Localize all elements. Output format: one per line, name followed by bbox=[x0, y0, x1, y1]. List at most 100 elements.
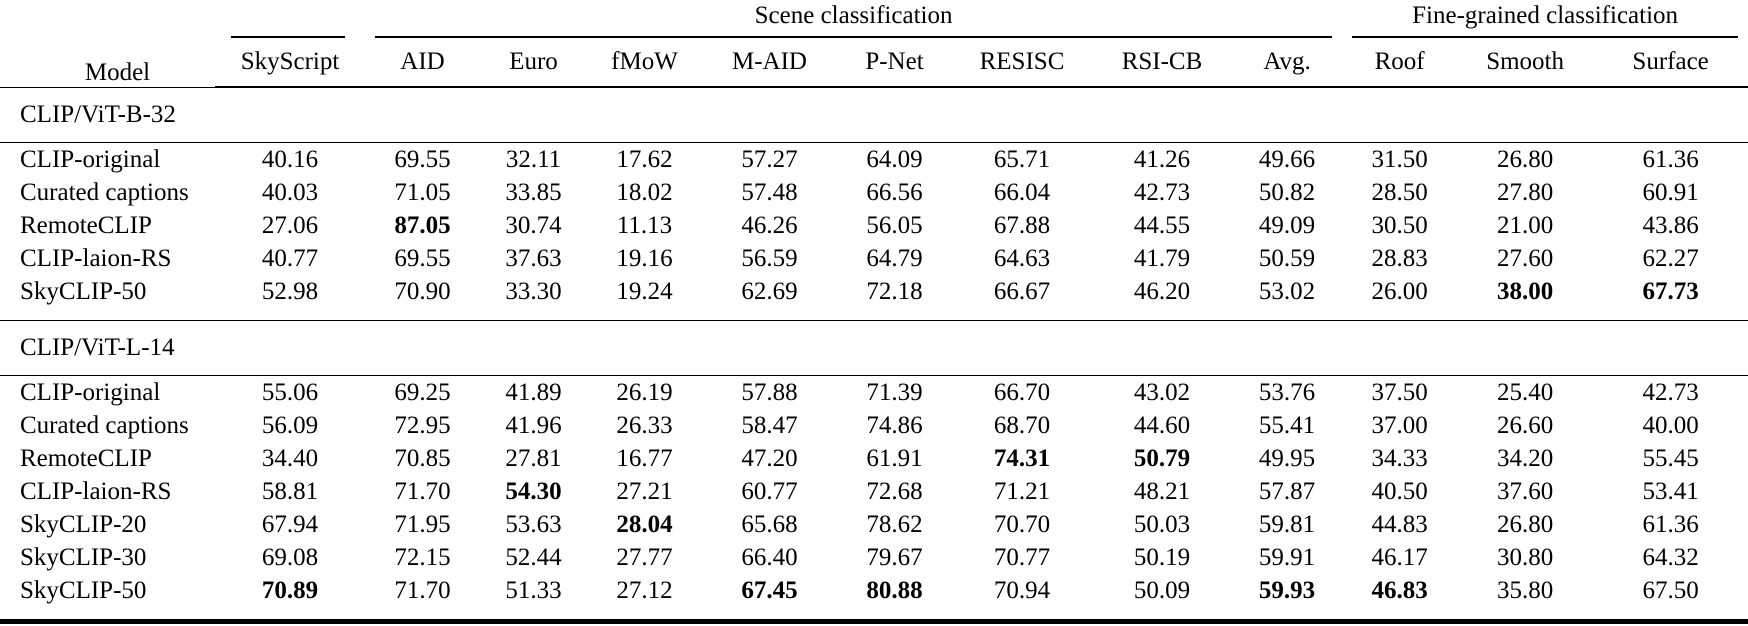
value-cell-avg: 53.02 bbox=[1258, 277, 1316, 305]
value-cell-p-net: 64.09 bbox=[866, 145, 923, 173]
value-cell-m-aid: 62.69 bbox=[741, 277, 798, 305]
value-cell-fmow: 19.16 bbox=[616, 244, 673, 272]
value-cell-p-net: 66.56 bbox=[866, 178, 923, 206]
value-cell-euro: 33.30 bbox=[505, 277, 562, 305]
value-cell-p-net: 79.67 bbox=[866, 543, 923, 571]
column-header-row: SkyScript AID Euro fMoW M-AID P-Net RESISC RSI-… bbox=[0, 38, 1748, 88]
value-cell-p-net: 80.88 bbox=[866, 576, 923, 604]
value-cell-p-net: 71.39 bbox=[866, 378, 923, 406]
table-row-curated-captions: Curated captions 40.03 71.05 33.85 18.02 57.4… bbox=[0, 176, 1748, 209]
value-cell-surface: 67.73 bbox=[1642, 277, 1699, 305]
table-row-skyclip-30: SkyCLIP-30 69.08 72.15 52.44 27.77 66.40 79.67… bbox=[0, 541, 1748, 574]
value-cell-skyscript: 34.40 bbox=[261, 444, 319, 472]
table-row-curated-captions: Curated captions 56.09 72.95 41.96 26.33 58.4… bbox=[0, 409, 1748, 442]
value-cell-avg: 57.87 bbox=[1258, 477, 1316, 505]
value-cell-surface: 42.73 bbox=[1642, 378, 1699, 406]
value-cell-skyscript: 55.06 bbox=[261, 378, 319, 406]
value-cell-roof: 34.33 bbox=[1371, 444, 1428, 472]
value-cell-euro: 53.63 bbox=[505, 510, 562, 538]
value-cell-fmow: 18.02 bbox=[616, 178, 673, 206]
model-name-cell: SkyCLIP-50 bbox=[20, 277, 147, 305]
table-row-clip-laion-rs: CLIP-laion-RS 58.81 71.70 54.30 27.21 60.77 72… bbox=[0, 475, 1748, 508]
value-cell-smooth: 21.00 bbox=[1496, 211, 1554, 239]
value-cell-m-aid: 65.68 bbox=[741, 510, 798, 538]
column-header-p-net: P-Net bbox=[837, 38, 952, 88]
value-cell-roof: 46.83 bbox=[1371, 576, 1428, 604]
value-cell-p-net: 56.05 bbox=[866, 211, 923, 239]
value-cell-surface: 61.36 bbox=[1642, 145, 1699, 173]
value-cell-skyscript: 67.94 bbox=[261, 510, 319, 538]
model-name-cell: RemoteCLIP bbox=[20, 444, 152, 472]
value-cell-euro: 54.30 bbox=[505, 477, 562, 505]
value-cell-rsi-cb: 44.60 bbox=[1133, 411, 1191, 439]
table-row-skyclip-20: SkyCLIP-20 67.94 71.95 53.63 28.04 65.68 78.62… bbox=[0, 508, 1748, 541]
table-row-clip-original: CLIP-original 55.06 69.25 41.89 26.19 57.88 71… bbox=[0, 376, 1748, 410]
value-cell-fmow: 19.24 bbox=[616, 277, 673, 305]
value-cell-smooth: 30.80 bbox=[1496, 543, 1554, 571]
column-header-resisc: RESISC bbox=[952, 38, 1092, 88]
fine-grained-classification-group-header: Fine-grained classification bbox=[1342, 0, 1748, 38]
value-cell-skyscript: 52.98 bbox=[261, 277, 319, 305]
table-row-clip-original: CLIP-original 40.16 69.55 32.11 17.62 57.27 64… bbox=[0, 143, 1748, 177]
value-cell-surface: 62.27 bbox=[1642, 244, 1699, 272]
value-cell-fmow: 27.21 bbox=[616, 477, 673, 505]
value-cell-fmow: 26.33 bbox=[616, 411, 673, 439]
value-cell-euro: 27.81 bbox=[505, 444, 562, 472]
table-row-remoteclip: RemoteCLIP 27.06 87.05 30.74 11.13 46.26 56.05… bbox=[0, 209, 1748, 242]
table-row-skyclip-50: SkyCLIP-50 52.98 70.90 33.30 19.24 62.69 72.18… bbox=[0, 275, 1748, 321]
value-cell-rsi-cb: 42.73 bbox=[1133, 178, 1191, 206]
value-cell-roof: 37.50 bbox=[1371, 378, 1428, 406]
value-cell-m-aid: 56.59 bbox=[741, 244, 798, 272]
value-cell-aid: 69.55 bbox=[394, 244, 451, 272]
value-cell-smooth: 27.80 bbox=[1496, 178, 1554, 206]
value-cell-m-aid: 47.20 bbox=[741, 444, 798, 472]
value-cell-fmow: 11.13 bbox=[616, 211, 673, 239]
value-cell-aid: 69.55 bbox=[394, 145, 451, 173]
value-cell-surface: 67.50 bbox=[1642, 576, 1699, 604]
value-cell-smooth: 38.00 bbox=[1496, 277, 1554, 305]
scene-classification-group-label: Scene classification bbox=[754, 2, 953, 29]
value-cell-skyscript: 40.03 bbox=[261, 178, 319, 206]
value-cell-resisc: 70.70 bbox=[993, 510, 1051, 538]
value-cell-fmow: 27.12 bbox=[616, 576, 673, 604]
model-name-cell: SkyCLIP-50 bbox=[20, 576, 147, 604]
model-name-cell: RemoteCLIP bbox=[20, 211, 152, 239]
value-cell-rsi-cb: 46.20 bbox=[1133, 277, 1191, 305]
column-header-surface: Surface bbox=[1593, 38, 1748, 88]
value-cell-p-net: 72.68 bbox=[866, 477, 923, 505]
scene-classification-group-header: Scene classification bbox=[365, 0, 1342, 38]
value-cell-surface: 61.36 bbox=[1642, 510, 1699, 538]
value-cell-skyscript: 40.16 bbox=[261, 145, 319, 173]
value-cell-skyscript: 56.09 bbox=[261, 411, 319, 439]
value-cell-resisc: 67.88 bbox=[993, 211, 1051, 239]
value-cell-resisc: 70.94 bbox=[993, 576, 1051, 604]
model-name-cell: CLIP-laion-RS bbox=[20, 477, 172, 505]
table-row-skyclip-50: SkyCLIP-50 70.89 71.70 51.33 27.12 67.45 80.88… bbox=[0, 574, 1748, 622]
value-cell-fmow: 17.62 bbox=[616, 145, 673, 173]
column-header-rsi-cb: RSI-CB bbox=[1092, 38, 1232, 88]
value-cell-surface: 40.00 bbox=[1642, 411, 1699, 439]
value-cell-resisc: 65.71 bbox=[993, 145, 1051, 173]
value-cell-euro: 37.63 bbox=[505, 244, 562, 272]
value-cell-aid: 72.15 bbox=[394, 543, 451, 571]
value-cell-smooth: 25.40 bbox=[1496, 378, 1554, 406]
value-cell-rsi-cb: 50.79 bbox=[1133, 444, 1191, 472]
value-cell-p-net: 78.62 bbox=[866, 510, 923, 538]
value-cell-m-aid: 58.47 bbox=[741, 411, 798, 439]
value-cell-avg: 59.81 bbox=[1258, 510, 1316, 538]
value-cell-m-aid: 66.40 bbox=[741, 543, 798, 571]
value-cell-resisc: 66.67 bbox=[993, 277, 1051, 305]
value-cell-aid: 71.05 bbox=[394, 178, 451, 206]
value-cell-avg: 49.66 bbox=[1258, 145, 1316, 173]
value-cell-rsi-cb: 48.21 bbox=[1133, 477, 1191, 505]
value-cell-resisc: 70.77 bbox=[993, 543, 1051, 571]
value-cell-m-aid: 67.45 bbox=[741, 576, 798, 604]
value-cell-skyscript: 58.81 bbox=[261, 477, 319, 505]
value-cell-rsi-cb: 50.19 bbox=[1133, 543, 1191, 571]
column-header-euro: Euro bbox=[480, 38, 587, 88]
value-cell-surface: 64.32 bbox=[1642, 543, 1699, 571]
model-column-header: Model bbox=[0, 0, 215, 87]
value-cell-p-net: 74.86 bbox=[866, 411, 923, 439]
